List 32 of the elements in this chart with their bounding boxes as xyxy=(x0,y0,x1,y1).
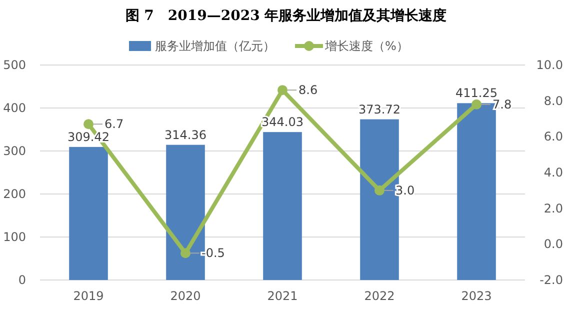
chart-title: 图 7 2019—2023 年服务业增加值及其增长速度 xyxy=(125,7,447,24)
data-label: 6.7 xyxy=(104,117,124,132)
y-tick-label: 200 xyxy=(3,187,26,201)
x-tick-label: 2023 xyxy=(461,289,492,303)
y2-tick-label: -2.0 xyxy=(540,273,563,287)
legend-label: 服务业增加值（亿元） xyxy=(155,39,275,53)
point xyxy=(84,119,94,130)
legend-label: 增长速度（%） xyxy=(324,39,408,53)
bar xyxy=(69,146,108,280)
y-tick-label: 500 xyxy=(3,58,26,72)
x-tick-label: 2019 xyxy=(73,289,104,303)
bar xyxy=(263,132,302,280)
point xyxy=(472,99,482,110)
point xyxy=(374,185,384,196)
x-tick-label: 2021 xyxy=(267,289,298,303)
x-tick-label: 2022 xyxy=(364,289,395,303)
y2-tick-label: 4.0 xyxy=(544,166,563,180)
data-label: 314.36 xyxy=(164,128,206,142)
y2-tick-label: 8.0 xyxy=(544,94,563,108)
x-tick-label: 2020 xyxy=(170,289,201,303)
y2-tick-label: 2.0 xyxy=(544,201,563,216)
data-label: 8.6 xyxy=(298,83,318,98)
y2-tick-label: 10.0 xyxy=(536,58,563,72)
y-tick-label: 100 xyxy=(3,230,26,244)
data-label: 373.72 xyxy=(358,102,400,116)
point xyxy=(278,85,288,96)
y-tick-label: 400 xyxy=(3,101,26,115)
y2-tick-label: 0.0 xyxy=(544,237,563,252)
y-tick-label: 300 xyxy=(3,144,26,158)
point xyxy=(180,248,190,258)
y-tick-label: 0 xyxy=(18,273,26,287)
y2-tick-label: 6.0 xyxy=(544,130,563,144)
